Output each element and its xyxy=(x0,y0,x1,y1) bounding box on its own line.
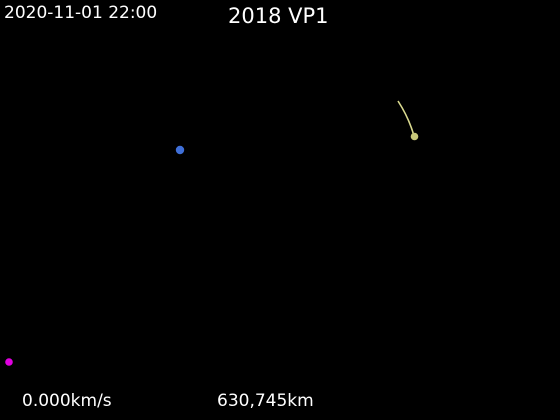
timestamp-label: 2020-11-01 22:00 xyxy=(4,3,158,23)
asteroid-trail xyxy=(397,100,415,137)
earth-dot xyxy=(175,145,185,155)
sun-direction-marker xyxy=(5,358,13,366)
animation-title: 2018 VP1 xyxy=(228,4,329,28)
asteroid-dot xyxy=(410,132,419,141)
speed-readout: 0.000km/s xyxy=(22,391,112,411)
distance-readout: 630,745km xyxy=(217,391,314,411)
